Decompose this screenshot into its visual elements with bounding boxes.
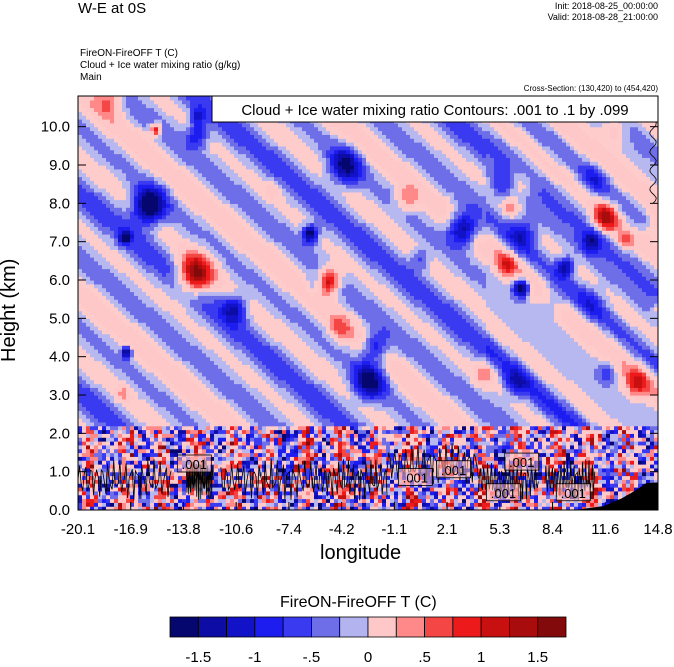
colorbar-swatch (311, 616, 341, 638)
init-time: Init: 2018-08-25_00:00:00 (554, 1, 658, 11)
x-tick-label: -13.8 (166, 521, 200, 538)
x-tick-label: -7.4 (276, 521, 302, 538)
colorbar-swatch (197, 616, 227, 638)
y-tick-label: 8.0 (49, 195, 70, 212)
colorbar-swatch (339, 616, 369, 638)
contour-label-text: .001 (441, 463, 466, 478)
cross-section-label: Cross-Section: (130,420) to (454,420) (523, 84, 658, 93)
x-tick-label: -10.6 (219, 521, 253, 538)
y-tick-label: 10.0 (41, 119, 70, 136)
y-tick-label: 2.0 (49, 425, 70, 442)
colorbar-swatch (226, 616, 256, 638)
x-axis: -20.1 -16.9 -13.8 -10.6 -7.4 -4.2 -1.1 2.1 5.3 8.… (61, 502, 673, 538)
x-tick-label: -20.1 (61, 521, 95, 538)
colorbar-tick-label: -1 (248, 649, 261, 666)
colorbar-tick-label: 1 (477, 649, 485, 666)
colorbar-swatch (395, 616, 425, 638)
chart-title: Cloud + Ice water mixing ratio Contours:… (241, 102, 628, 119)
y-tick-label: 9.0 (49, 157, 70, 174)
colorbar-tick-label: 1.5 (527, 649, 548, 666)
y-tick-label: 1.0 (49, 464, 70, 481)
y-axis-label: Height (km) (0, 258, 20, 362)
contour-title-box: Cloud + Ice water mixing ratio Contours:… (211, 95, 659, 123)
colorbar-swatch (169, 616, 199, 638)
x-tick-label: -16.9 (114, 521, 148, 538)
contour-label-text: .001 (491, 486, 516, 501)
y-tick-label: 5.0 (49, 310, 70, 327)
temperature-difference-field (78, 96, 658, 510)
field-description: FireON-FireOFF T (C) (80, 48, 178, 59)
colorbar-title: FireON-FireOFF T (C) (280, 594, 437, 611)
x-axis-label: longitude (320, 542, 402, 564)
x-tick-label: 5.3 (489, 521, 510, 538)
contour-label: .001 (486, 483, 521, 502)
y-tick-label: 4.0 (49, 349, 70, 366)
colorbar-swatch (254, 616, 284, 638)
cloud-contour-line (185, 458, 213, 500)
cloud-contour-line (220, 458, 313, 500)
main-title: W-E at 0S (78, 0, 147, 17)
domain-name: Main (80, 72, 102, 83)
terrain-silhouette (574, 482, 658, 510)
cloud-contour-line (78, 459, 172, 501)
colorbar-swatch (282, 616, 312, 638)
x-tick-label: -1.1 (381, 521, 407, 538)
colorbar-swatch (424, 616, 454, 638)
y-tick-label: 0.0 (49, 502, 70, 519)
contour-labels: .001 .001 .001 .001 .001 .001 (176, 452, 591, 502)
colorbar-swatch (452, 616, 482, 638)
contour-label: .001 (397, 468, 433, 486)
contour-label-text: .001 (561, 486, 586, 501)
valid-time: Valid: 2018-08-28_21:00:00 (547, 12, 658, 22)
contour-label-text: .001 (509, 455, 534, 470)
colorbar-tick-label: -1.5 (185, 649, 211, 666)
colorbar-swatch (537, 616, 567, 638)
x-tick-label: 11.6 (591, 521, 619, 538)
colorbar: -1.5 -1 -.5 0 .5 1 1.5 (169, 616, 567, 666)
contour-label: .001 (504, 452, 540, 471)
y-tick-label: 7.0 (49, 234, 70, 251)
x-tick-label: 14.8 (643, 521, 672, 538)
y-axis: 0.0 1.0 2.0 3.0 4.0 5.0 6.0 7.0 8.0 9.0 10.0 (41, 119, 658, 519)
colorbar-tick-label: 0 (364, 649, 372, 666)
contour-label: .001 (555, 483, 591, 502)
colorbar-tick-label: .5 (418, 649, 431, 666)
contour-label: .001 (176, 454, 212, 473)
cloud-contour-line (311, 459, 388, 501)
colorbar-swatch (509, 616, 539, 638)
y-tick-label: 6.0 (49, 272, 70, 289)
contour-label-text: .001 (403, 470, 428, 485)
contour-description: Cloud + Ice water mixing ratio (g/kg) (80, 60, 241, 71)
colorbar-tick-label: -.5 (303, 649, 321, 666)
x-tick-label: 2.1 (437, 521, 458, 538)
x-tick-label: 8.4 (542, 521, 563, 538)
terrain-shape (574, 482, 658, 510)
y-tick-label: 3.0 (49, 387, 70, 404)
contour-label: .001 (436, 460, 471, 479)
x-tick-label: -4.2 (329, 521, 355, 538)
contour-label-text: .001 (182, 457, 207, 472)
colorbar-swatch (367, 616, 397, 638)
colorbar-swatch (480, 616, 510, 638)
